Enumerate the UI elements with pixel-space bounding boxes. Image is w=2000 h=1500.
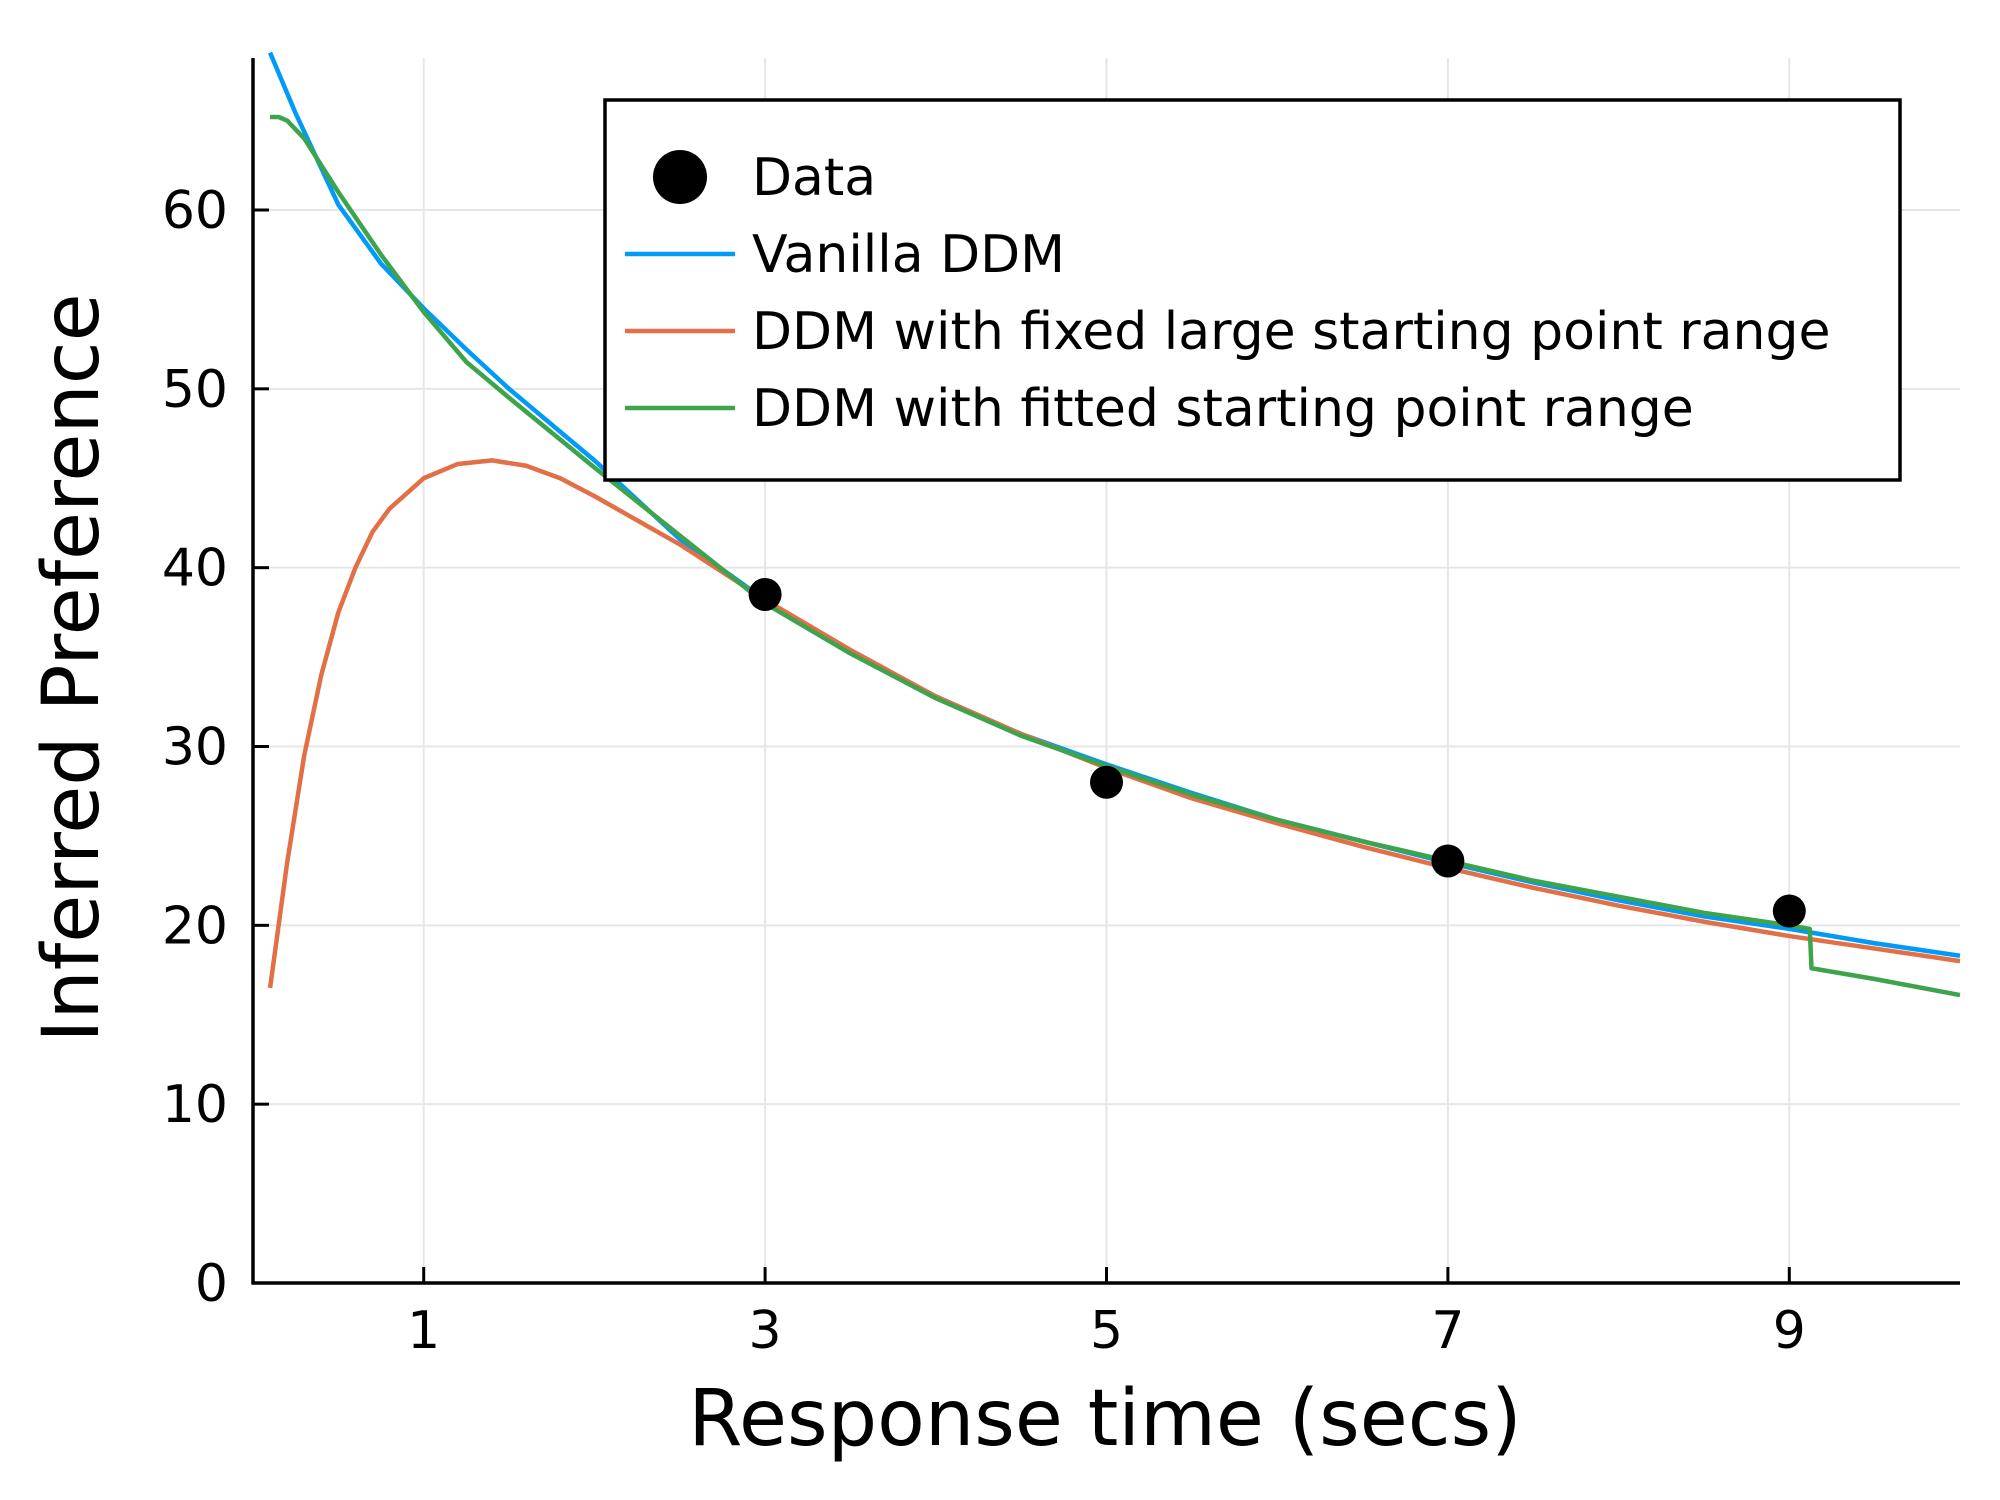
legend: Data Vanilla DDM DDM with fixed large star… [603,98,1902,482]
data-points [748,577,1806,928]
y-tick-label: 20 [162,896,228,956]
y-tick-label: 10 [162,1075,228,1135]
legend-label: DDM with fitted starting point range [752,379,1694,439]
y-tick-label: 0 [195,1254,228,1314]
legend-marker [653,150,707,204]
data-point [1090,765,1123,799]
legend-label: Data [752,148,876,208]
x-tick-label: 7 [1431,1301,1464,1361]
y-axis-title: Inferred Preference [27,293,117,1042]
y-tick-label: 40 [162,539,228,599]
y-tick-label: 50 [162,360,228,420]
y-tick-label: 30 [162,718,228,778]
x-tick-label: 5 [1090,1301,1123,1361]
legend-label: Vanilla DDM [752,225,1065,285]
data-point [1431,844,1465,878]
x-tick-label: 3 [749,1301,782,1361]
plot-lines [267,51,1961,998]
x-tick-label: 1 [407,1301,440,1361]
legend-label: DDM with fixed large starting point rang… [752,302,1831,362]
x-tick-label: 9 [1773,1301,1806,1361]
data-point [748,577,782,611]
ticks: 1 3 5 7 9 0 10 20 30 40 50 60 [162,181,1806,1361]
data-point [1772,894,1806,928]
series-line-ddm-with-fitted-starting-point-range [270,114,1961,998]
x-axis-title: Response time (secs) [688,1374,1521,1464]
legend-box [603,98,1902,482]
y-tick-label: 60 [162,181,228,241]
